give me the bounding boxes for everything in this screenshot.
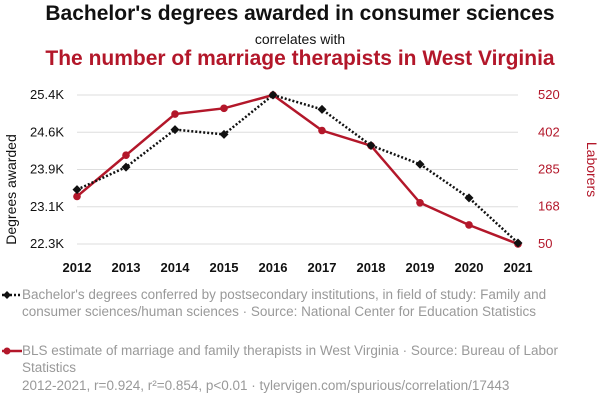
- x-tick-label: 2018: [357, 260, 386, 275]
- left-tick-label: 24.6K: [30, 124, 64, 139]
- x-tick-label: 2014: [161, 260, 191, 275]
- left-tick-label: 25.4K: [30, 87, 64, 102]
- series2-point: [73, 192, 81, 201]
- left-tick-label: 23.1K: [30, 199, 64, 214]
- x-tick-label: 2015: [210, 260, 239, 275]
- left-tick-label: 22.3K: [30, 236, 64, 251]
- y-axis-left-label: Degrees awarded: [3, 134, 19, 245]
- x-tick-label: 2013: [112, 260, 141, 275]
- right-tick-label: 50: [538, 236, 552, 251]
- legend-series2-label: BLS estimate of marriage and family ther…: [22, 343, 559, 375]
- legend-series1-label: Bachelor's degrees conferred by postseco…: [22, 287, 547, 319]
- x-tick-label: 2020: [455, 260, 484, 275]
- y-axis-right-label: Laborers: [584, 142, 600, 197]
- left-tick-label: 23.9K: [30, 162, 64, 177]
- series2-point: [171, 110, 179, 118]
- x-tick-label: 2012: [63, 260, 92, 275]
- series1-point: [121, 162, 131, 172]
- chart-title: Bachelor's degrees awarded in consumer s…: [45, 2, 555, 25]
- series1-line: [76, 93, 519, 244]
- series1-point: [366, 140, 376, 150]
- series1-point: [464, 193, 474, 203]
- x-tick-label: 2021: [504, 260, 533, 275]
- series1-point: [513, 238, 523, 248]
- footer-stats: 2012-2021, r=0.924, r²=0.854, p<0.01 · t…: [22, 378, 510, 393]
- series1-point: [268, 90, 278, 100]
- legend-series1-marker: [2, 291, 22, 299]
- series2-point: [122, 151, 130, 160]
- chart-connector: correlates with: [254, 31, 346, 47]
- series2-point: [220, 104, 228, 113]
- chart-subtitle: The number of marriage therapists in Wes…: [45, 47, 555, 70]
- series2-point: [416, 198, 424, 207]
- series1-point: [72, 185, 82, 195]
- right-tick-label: 520: [538, 87, 560, 102]
- x-tick-label: 2019: [406, 260, 435, 275]
- series1-point: [219, 129, 229, 139]
- right-tick-label: 402: [538, 124, 560, 139]
- series2-line: [76, 93, 519, 246]
- x-tick-label: 2017: [308, 260, 337, 275]
- series2-point: [318, 126, 326, 135]
- series2-point: [465, 221, 473, 229]
- series1-point: [317, 104, 327, 114]
- series1-point: [170, 125, 180, 135]
- legend-series1: Bachelor's degrees conferred by postseco…: [2, 286, 582, 320]
- legend-series2: BLS estimate of marriage and family ther…: [2, 342, 582, 376]
- right-tick-label: 285: [538, 162, 560, 177]
- x-tick-label: 2016: [259, 260, 288, 275]
- series1-point: [415, 159, 425, 169]
- right-tick-label: 168: [538, 199, 560, 214]
- legend-series2-marker: [2, 347, 22, 355]
